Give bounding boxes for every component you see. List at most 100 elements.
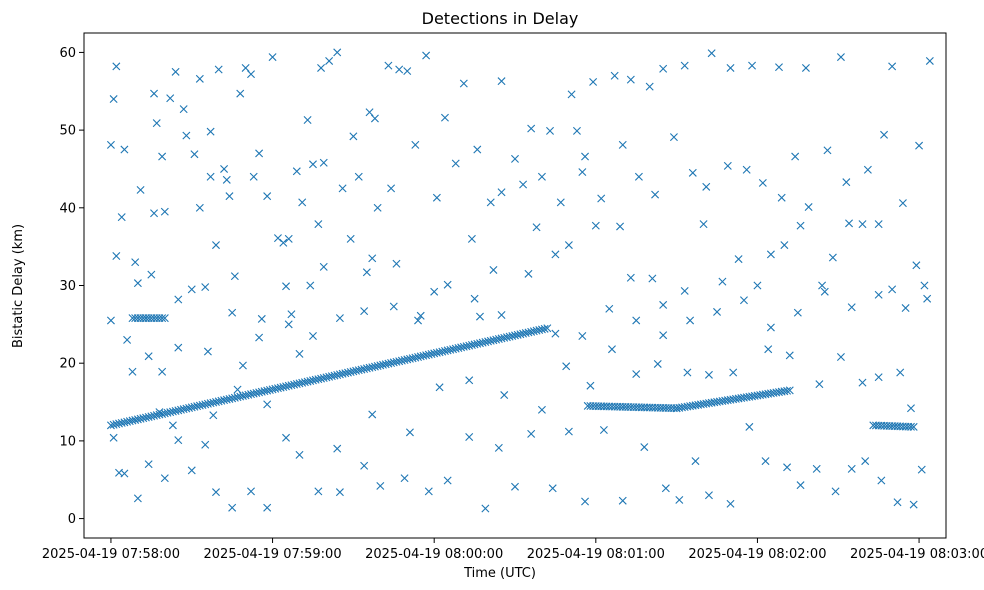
clutter-point (497, 188, 506, 197)
clutter-point (376, 481, 385, 490)
clutter-point (828, 253, 837, 262)
clutter-point (815, 380, 824, 389)
clutter-point (766, 323, 775, 332)
clutter-point (370, 114, 379, 123)
clutter-point (680, 286, 689, 295)
clutter-point (152, 119, 161, 128)
x-tick-label: 2025-04-19 07:58:00 (42, 547, 180, 562)
clutter-point (909, 500, 918, 509)
clutter-point (912, 261, 921, 270)
clutter-point (863, 165, 872, 174)
clutter-point (820, 287, 829, 296)
clutter-point (263, 503, 272, 512)
clutter-point (392, 259, 401, 268)
clutter-point (465, 433, 474, 441)
clutter-point (686, 316, 695, 325)
clutter-point (648, 274, 657, 283)
clutter-point (626, 75, 635, 84)
clutter-point (346, 234, 355, 243)
clutter-point (877, 476, 886, 485)
clutter-point (847, 303, 856, 312)
clutter-point (360, 461, 369, 470)
clutter-point (729, 368, 738, 377)
clutter-point (319, 262, 328, 271)
clutter-point (618, 496, 627, 505)
clutter-point (279, 238, 288, 247)
clutter-point (745, 422, 754, 431)
clutter-point (435, 383, 444, 392)
clutter-point (308, 332, 317, 340)
clutter-point (308, 160, 317, 169)
clutter-point (632, 316, 641, 325)
clutter-point (136, 185, 145, 194)
track-point (540, 324, 549, 333)
clutter-point (653, 359, 662, 368)
clutter-point (387, 184, 396, 193)
clutter-point (338, 184, 347, 193)
chart-title: Detections in Delay (422, 9, 579, 28)
clutter-point (874, 220, 883, 229)
clutter-point (847, 464, 856, 473)
clutter-point (551, 250, 560, 259)
clutter-point (158, 152, 167, 161)
clutter-point (238, 361, 247, 370)
clutter-point (120, 145, 129, 154)
clutter-point (489, 265, 498, 274)
clutter-point (605, 304, 614, 313)
clutter-point (718, 277, 727, 286)
clutter-point (133, 494, 142, 503)
clutter-point (836, 53, 845, 62)
clutter-point (680, 61, 689, 70)
clutter-point (179, 105, 188, 114)
clutter-point (201, 283, 210, 292)
clutter-point (112, 62, 121, 71)
clutter-point (131, 258, 140, 267)
clutter-point (282, 282, 291, 291)
clutter-point (201, 440, 210, 449)
clutter-point (362, 268, 371, 277)
clutter-point (317, 63, 326, 72)
clutter-point (333, 444, 342, 453)
clutter-point (209, 411, 218, 420)
clutter-point (780, 241, 789, 250)
clutter-point (640, 443, 649, 452)
clutter-point (303, 116, 312, 125)
clutter-point (500, 391, 509, 400)
clutter-point (247, 487, 256, 496)
clutter-point (812, 464, 821, 473)
clutter-point (774, 63, 783, 72)
clutter-point (195, 203, 204, 212)
clutter-point (562, 362, 571, 371)
clutter-point (443, 476, 452, 485)
y-tick-label: 10 (59, 434, 76, 449)
clutter-point (443, 280, 452, 289)
track-point (158, 314, 167, 323)
clutter-point (564, 427, 573, 436)
clutter-point (511, 154, 519, 163)
clutter-point (659, 64, 668, 73)
clutter-point (578, 168, 587, 177)
clutter-point (861, 457, 870, 466)
clutter-point (831, 487, 840, 496)
clutter-point (626, 273, 635, 282)
clutter-point (257, 314, 266, 323)
clutter-point (158, 367, 167, 376)
clutter-point (349, 132, 358, 141)
clutter-point (195, 74, 204, 83)
clutter-point (567, 90, 576, 99)
y-tick-label: 30 (59, 279, 76, 294)
clutter-point (753, 281, 762, 290)
clutter-point (141, 314, 150, 323)
clutter-point (335, 314, 344, 323)
clutter-point (174, 343, 183, 352)
clutter-point (497, 77, 506, 86)
clutter-point (486, 198, 495, 207)
clutter-point (842, 178, 851, 187)
clutter-point (263, 400, 272, 409)
clutter-point (707, 49, 716, 58)
clutter-point (298, 198, 307, 207)
clutter-point (796, 221, 805, 230)
clutter-point (634, 172, 643, 181)
track-point (543, 324, 552, 333)
